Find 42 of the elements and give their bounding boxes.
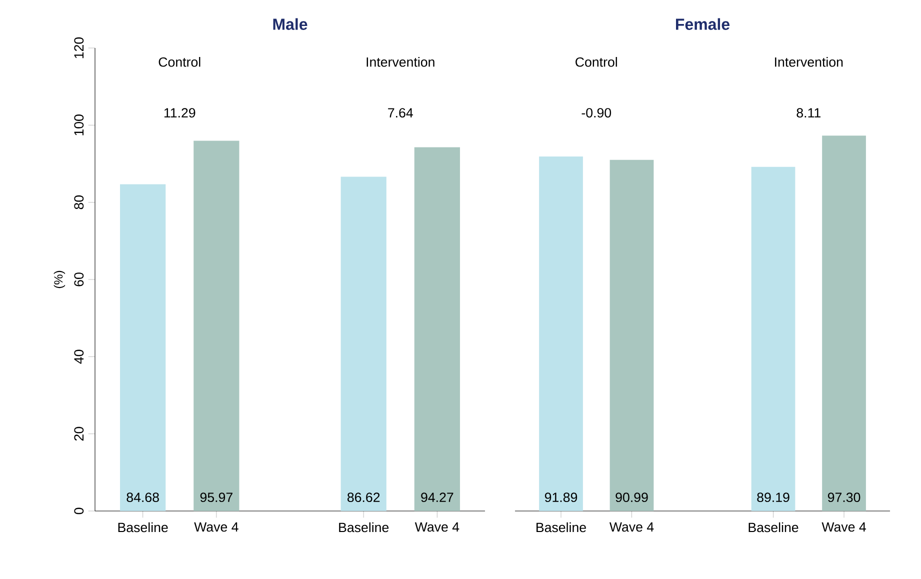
chart-title: Male [273, 18, 308, 30]
bar [822, 136, 866, 511]
annotation: 7.64 [388, 108, 413, 118]
data-label: 89.19 [757, 492, 790, 502]
x-tick-label: Wave 4 [414, 522, 460, 532]
chart-title: Female [676, 18, 730, 30]
y-tick-label: 60 [74, 272, 84, 286]
bar [539, 156, 583, 511]
y-axis-title: (%) [54, 270, 66, 288]
x-tick-label: Wave 4 [609, 522, 654, 532]
annotation: Intervention [775, 56, 843, 67]
bar [610, 160, 654, 511]
y-tick-label: 20 [74, 426, 84, 441]
y-tick-label: 120 [74, 37, 84, 58]
bar [194, 140, 240, 511]
annotation: 8.11 [796, 108, 820, 118]
data-label: 94.27 [421, 492, 454, 502]
data-label: 90.99 [616, 492, 648, 502]
x-tick-label: Baseline [748, 522, 798, 532]
bar [751, 166, 796, 511]
y-tick-label: 40 [74, 350, 84, 364]
bar [414, 147, 460, 511]
annotation: Control [576, 56, 617, 67]
bar [120, 184, 166, 511]
data-label: 97.30 [828, 492, 860, 502]
x-tick-label: Wave 4 [194, 522, 238, 532]
annotation: Intervention [366, 56, 434, 67]
annotation: -0.90 [582, 108, 612, 118]
x-tick-label: Baseline [118, 522, 168, 532]
x-tick-label: Wave 4 [822, 522, 866, 532]
annotation: Control [158, 56, 200, 67]
data-label: 95.97 [200, 492, 232, 502]
annotation: 11.29 [164, 108, 196, 118]
x-tick-label: Baseline [339, 522, 389, 532]
y-tick-label: 0 [74, 508, 84, 514]
data-label: 91.89 [544, 492, 578, 502]
y-tick-label: 100 [74, 114, 84, 136]
x-tick-label: Baseline [536, 522, 586, 532]
bar [340, 176, 386, 511]
y-tick-label: 80 [74, 195, 84, 210]
data-label: 86.62 [347, 492, 380, 502]
data-label: 84.68 [126, 492, 159, 502]
